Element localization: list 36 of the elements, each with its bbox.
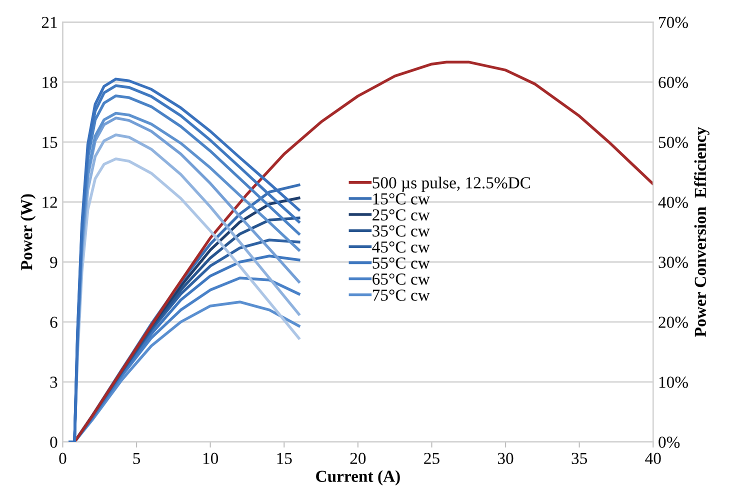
y-tick-label: 18 [42, 76, 58, 88]
y2-tick-label: 70% [659, 16, 688, 28]
legend-label: 35°C cw [372, 225, 430, 237]
legend-label: 75°C cw [372, 290, 430, 301]
x-tick-label: 0 [59, 452, 66, 464]
y2-tick-label: 50% [658, 136, 688, 148]
legend-label: 45°C cw [372, 241, 430, 253]
x-tick-label: 25 [424, 452, 440, 464]
y2-tick-label: 30% [658, 256, 688, 268]
y-tick-label: 21 [42, 16, 57, 28]
y-tick-label: 3 [50, 376, 58, 388]
x-axis-title: Current (A) [316, 470, 400, 486]
x-tick-label: 15 [277, 452, 292, 464]
x-tick-label: 10 [203, 452, 218, 464]
y2-tick-label: 0% [658, 436, 680, 448]
x-tick-label: 5 [133, 452, 140, 464]
x-tick-label: 30 [498, 452, 514, 464]
y-tick-label: 0 [50, 436, 58, 448]
y-tick-label: 12 [42, 196, 57, 208]
legend-label: 15°C cw [373, 193, 430, 204]
legend-label: 25°C cw [372, 209, 430, 221]
y2-tick-label: 60% [658, 76, 688, 88]
y2-tick-label: 10% [659, 376, 688, 388]
y2-axis-title: Power Conversion Efficiency [694, 127, 710, 337]
x-tick-label: 40 [645, 452, 661, 464]
y-tick-label: 15 [42, 136, 58, 148]
y2-tick-label: 20% [658, 316, 688, 328]
legend-label: 65°C cw [372, 273, 430, 285]
legend-label: 500 µs pulse, 12.5%DC [372, 176, 530, 192]
y-tick-label: 6 [50, 316, 58, 328]
y-tick-label: 9 [50, 256, 58, 268]
x-tick-label: 20 [350, 452, 366, 464]
y-axis-title: Power (W) [20, 194, 36, 270]
x-tick-label: 35 [572, 452, 588, 464]
y2-tick-label: 40% [658, 196, 688, 208]
legend-label: 55°C cw [372, 257, 430, 269]
